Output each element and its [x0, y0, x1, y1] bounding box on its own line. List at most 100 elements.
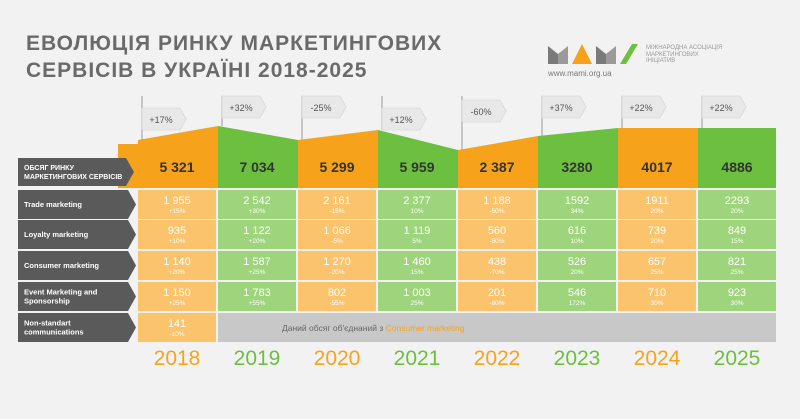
cell-change-2-2023: 10% [570, 238, 583, 245]
cell-value-4-2025: 923 [728, 287, 746, 299]
cell-value-2-2024: 739 [648, 225, 666, 237]
growth-label-2023: +37% [549, 103, 572, 113]
row-label-2: Loyalty marketing [24, 230, 89, 239]
total-column-band-2021 [378, 130, 458, 188]
cell-change-3-2024: 25% [650, 269, 663, 276]
merged-note-prefix: Даний обсяг об'єднаний з [282, 323, 386, 333]
cell-4-2019 [218, 282, 296, 311]
growth-label-2021: +12% [389, 115, 412, 125]
year-label-2018: 2018 [154, 347, 201, 370]
site-url: www.mami.org.ua [548, 69, 612, 78]
cell-2-2019 [218, 220, 296, 249]
row-label-3: Consumer marketing [24, 261, 99, 270]
cell-value-3-2020: 1 270 [323, 256, 351, 268]
cell-4-2018 [138, 282, 216, 311]
cell-change-1-2018: +15% [169, 208, 186, 215]
total-value-2025: 4886 [721, 159, 752, 175]
row-label-4: Sponsorship [24, 297, 70, 306]
cell-2-2021 [378, 220, 456, 249]
cell-change-2-2018: +10% [169, 238, 186, 245]
year-label-2023: 2023 [554, 347, 601, 370]
cell-change-4-2021: 25% [410, 300, 423, 307]
cell-value-1-2020: 2 161 [323, 195, 351, 207]
row-label-5: Non-standart [24, 319, 71, 328]
row-label-1: Trade marketing [24, 200, 82, 209]
cell-change-1-2023: 34% [570, 208, 583, 215]
cell-value-1-2019: 2 542 [243, 195, 271, 207]
cell-value-1-2025: 2293 [725, 195, 749, 207]
cell-4-2020 [298, 282, 376, 311]
cell-4-2022 [458, 282, 536, 311]
growth-label-2019: +32% [229, 103, 252, 113]
cell-5-2018 [138, 313, 216, 342]
year-label-2020: 2020 [314, 347, 361, 370]
year-label-2019: 2019 [234, 347, 281, 370]
cell-change-1-2021: 10% [410, 208, 423, 215]
year-label-2022: 2022 [474, 347, 521, 370]
merged-note-highlight: Consumer marketing [386, 323, 465, 333]
total-value-2021: 5 959 [399, 159, 434, 175]
cell-value-4-2024: 710 [648, 287, 666, 299]
cell-value-3-2023: 526 [568, 256, 586, 268]
total-value-2019: 7 034 [239, 159, 274, 175]
total-column-band-2020 [298, 130, 378, 188]
cell-value-1-2021: 2 377 [403, 195, 431, 207]
cell-1-2025 [698, 190, 776, 219]
cell-4-2024 [618, 282, 696, 311]
total-column-band-2024 [618, 128, 698, 188]
cell-change-4-2020: -55% [329, 300, 344, 307]
growth-flag-2018 [141, 107, 187, 131]
cell-change-4-2022: -80% [489, 300, 504, 307]
cell-value-4-2019: 1 783 [243, 287, 271, 299]
cell-value-5-2018: 141 [168, 318, 186, 330]
cell-change-4-2025: 30% [730, 300, 743, 307]
row-label-5: communications [24, 328, 84, 337]
total-value-2020: 5 299 [319, 159, 354, 175]
cell-change-3-2021: 15% [410, 269, 423, 276]
cell-value-3-2019: 1 587 [243, 256, 271, 268]
row-label-4: Event Marketing and [24, 288, 98, 297]
cell-value-3-2022: 438 [488, 256, 506, 268]
cell-value-3-2025: 821 [728, 256, 746, 268]
total-value-2018: 5 321 [159, 159, 194, 175]
cell-value-3-2024: 657 [648, 256, 666, 268]
growth-label-2022: -60% [470, 107, 491, 117]
growth-label-2024: +22% [629, 103, 652, 113]
growth-flag-2021 [381, 107, 427, 131]
total-value-2024: 4017 [641, 159, 672, 175]
merged-note-text: Даний обсяг об'єднаний з Consumer market… [282, 323, 465, 333]
cell-change-1-2019: +30% [249, 208, 266, 215]
cell-value-1-2018: 1 955 [163, 195, 191, 207]
total-value-2023: 3280 [561, 159, 592, 175]
cell-change-2-2022: -50% [489, 238, 504, 245]
cell-change-3-2022: -70% [489, 269, 504, 276]
cell-value-2-2023: 616 [568, 225, 586, 237]
growth-flag-2020 [301, 95, 347, 119]
cell-change-2-2020: -5% [331, 238, 343, 245]
cell-value-1-2023: 1592 [565, 195, 589, 207]
cell-3-2025 [698, 251, 776, 280]
growth-flag-2019 [221, 95, 267, 119]
cell-2-2020 [298, 220, 376, 249]
cell-1-2020 [298, 190, 376, 219]
year-label-2025: 2025 [714, 347, 761, 370]
cell-change-3-2020: -20% [329, 269, 344, 276]
cell-1-2023 [538, 190, 616, 219]
cell-1-2021 [378, 190, 456, 219]
cell-change-3-2023: 20% [570, 269, 583, 276]
cell-1-2019 [218, 190, 296, 219]
cell-2-2022 [458, 220, 536, 249]
mami-logo-icon [548, 44, 638, 64]
cell-change-2-2024: 20% [650, 238, 663, 245]
cell-change-3-2019: +25% [249, 269, 266, 276]
row-label-arrow-2 [18, 220, 136, 249]
cell-change-2-2025: 15% [730, 238, 743, 245]
cell-change-1-2024: 20% [650, 208, 663, 215]
cell-value-4-2023: 546 [568, 287, 586, 299]
merged-note-bar [218, 313, 776, 342]
total-column-band-2025 [698, 128, 776, 188]
total-value-2022: 2 387 [479, 159, 514, 175]
cell-change-1-2025: 20% [730, 208, 743, 215]
cell-1-2022 [458, 190, 536, 219]
row-label-arrow-4 [18, 282, 136, 311]
